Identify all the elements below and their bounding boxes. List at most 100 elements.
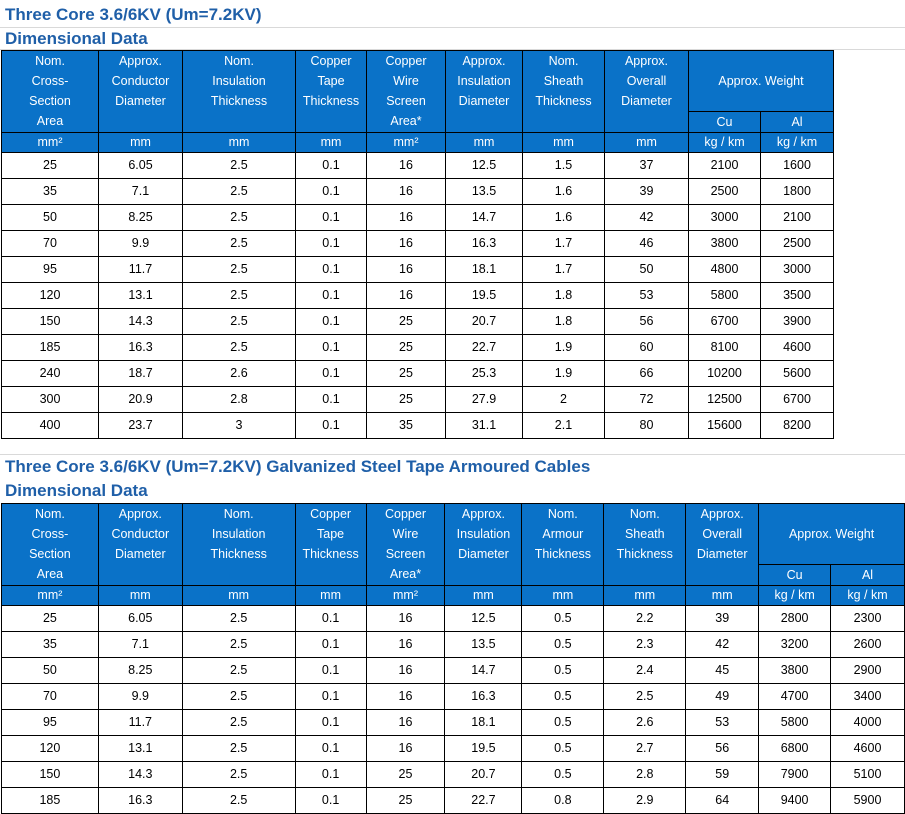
table-cell: 1.9 [522, 334, 605, 361]
table-row: 185 16.3 2.5 0.1 25 22.7 1.9 60 8100 4600 [1, 334, 834, 361]
table-cell: 27.9 [445, 386, 523, 413]
table-cell: 70 [1, 230, 99, 257]
column-header-line: Wire [392, 527, 419, 541]
column-header-line: Thickness [534, 547, 591, 561]
table-cell: 35 [1, 178, 99, 205]
table-row: 35 7.1 2.5 0.1 16 13.5 1.6 39 2500 1800 [1, 178, 834, 205]
table-cell: 25 [366, 334, 446, 361]
unit-cell: mm [97, 585, 183, 606]
weight-subheader: Al [830, 564, 905, 586]
table-cell: 2.6 [603, 709, 687, 736]
table-cell: 16.3 [97, 787, 183, 814]
table-cell: 0.5 [521, 735, 605, 762]
table-row: 400 23.7 3 0.1 35 31.1 2.1 80 15600 8200 [1, 412, 834, 439]
table-cell: 2.3 [603, 631, 687, 658]
table-row: 70 9.9 2.5 0.1 16 16.3 0.5 2.5 49 4700 3400 [1, 683, 905, 710]
column-header-line: Sheath [543, 74, 584, 88]
unit-cell: mm² [365, 585, 446, 606]
table-cell: 400 [1, 412, 99, 439]
column-header-line: Screen [386, 94, 426, 108]
column-header-line: Insulation [211, 527, 266, 541]
table-cell: 0.1 [295, 412, 367, 439]
table-cell: 5900 [830, 787, 905, 814]
table-cell: 2.5 [181, 735, 296, 762]
table-cell: 16 [365, 683, 446, 710]
table-cell: 2.8 [603, 761, 687, 788]
column-header-line: Thickness [210, 547, 267, 561]
table-cell: 16 [365, 709, 446, 736]
column-header-line: Thickness [616, 547, 673, 561]
table-row: 150 14.3 2.5 0.1 25 20.7 0.5 2.8 59 7900 5100 [1, 761, 905, 788]
column-header: Approx. Overall Diameter [604, 50, 689, 133]
column-header-line: Overall [626, 74, 667, 88]
column-header-line: Copper [385, 507, 426, 521]
table-cell: 185 [1, 787, 99, 814]
dimensional-data-table-2: Nom. Cross- Section Area Approx. Conductor Dia… [1, 503, 905, 814]
table-cell: 1.5 [522, 152, 605, 179]
table-cell: 2.5 [182, 282, 296, 309]
column-header-line: Approx. [118, 54, 163, 68]
column-header-line: Approx. [624, 54, 669, 68]
table-row: 25 6.05 2.5 0.1 16 12.5 1.5 37 2100 1600 [1, 152, 834, 179]
table-cell: 12.5 [444, 605, 523, 632]
table-cell: 2500 [688, 178, 761, 205]
table-cell: 16 [365, 631, 446, 658]
column-header-line: Diameter [458, 547, 509, 561]
table-cell: 4800 [688, 256, 761, 283]
table-cell: 6.05 [98, 152, 183, 179]
table-cell: 4600 [760, 334, 834, 361]
column-header-line: Tape [317, 527, 345, 541]
table-cell: 16 [365, 605, 446, 632]
column-header-line: Conductor [111, 74, 170, 88]
table-cell: 2.4 [603, 657, 687, 684]
column-header-line: Cross- [31, 527, 69, 541]
table-cell: 6700 [760, 386, 834, 413]
header-subrow: Cu Al [2, 111, 834, 133]
table-cell: 8.25 [98, 204, 183, 231]
unit-cell: mm [522, 132, 605, 153]
table-cell: 1.8 [522, 308, 605, 335]
table-cell: 8.25 [97, 657, 183, 684]
column-header-line: Copper [310, 507, 352, 521]
header-subrow: Cu Al [2, 564, 905, 586]
table-row: 95 11.7 2.5 0.1 16 18.1 1.7 50 4800 3000 [1, 256, 834, 283]
table-cell: 1.8 [522, 282, 605, 309]
column-header-line: Area* [390, 114, 422, 128]
table-cell: 0.1 [295, 230, 367, 257]
column-header-line: Nom. [224, 54, 254, 68]
table-cell: 9400 [758, 787, 832, 814]
table-cell: 25 [1, 605, 99, 632]
column-header-line: Copper [310, 54, 352, 68]
table-cell: 1600 [760, 152, 834, 179]
table-row: 150 14.3 2.5 0.1 25 20.7 1.8 56 6700 3900 [1, 308, 834, 335]
table-cell: 2.9 [603, 787, 687, 814]
column-header-line: Cross- [31, 74, 69, 88]
table-cell: 25 [366, 308, 446, 335]
header-row: Nom. Cross- Section Area Approx. Conductor Dia… [1, 503, 905, 586]
column-header-line: Diameter [458, 94, 510, 108]
table-cell: 45 [685, 657, 760, 684]
unit-cell: mm [604, 132, 689, 153]
table-cell: 3000 [688, 204, 761, 231]
table-cell: 2600 [830, 631, 905, 658]
table-cell: 4600 [830, 735, 905, 762]
column-header-line: Approx. [461, 507, 505, 521]
table-cell: 1.9 [522, 360, 605, 387]
unit-cell: mm² [1, 132, 99, 153]
table-cell: 0.1 [294, 657, 367, 684]
table-cell: 2.2 [603, 605, 687, 632]
table-cell: 19.5 [445, 282, 523, 309]
table-cell: 20.7 [444, 761, 523, 788]
table-cell: 22.7 [445, 334, 523, 361]
table-cell: 2.5 [182, 178, 296, 205]
table-cell: 10200 [688, 360, 761, 387]
table-cell: 42 [685, 631, 760, 658]
column-header: Nom. Cross- Section Area [1, 50, 99, 133]
table-cell: 0.1 [294, 735, 367, 762]
weight-subheader: Cu [758, 564, 832, 586]
column-header: Nom. Armour Thickness [521, 503, 605, 586]
table-cell: 14.3 [97, 761, 183, 788]
column-header-line: Nom. [548, 54, 579, 68]
table-cell: 25 [366, 386, 446, 413]
unit-cell: kg / km [688, 132, 761, 153]
